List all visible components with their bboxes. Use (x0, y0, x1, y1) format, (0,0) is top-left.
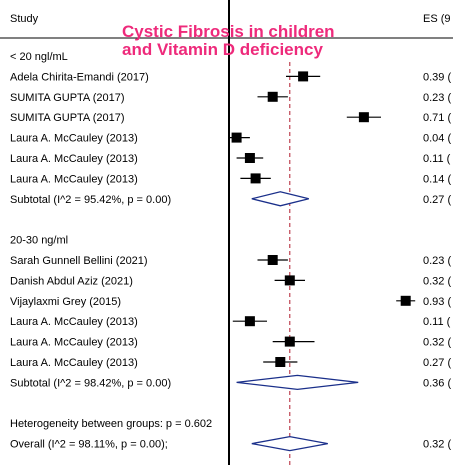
study-marker (284, 336, 295, 347)
overall-label: Overall (I^2 = 98.11%, p = 0.00); (10, 439, 168, 451)
study-marker (275, 357, 286, 367)
study-marker (358, 112, 369, 123)
study-marker (231, 132, 242, 143)
study-marker (284, 275, 295, 286)
effect-size-value: 0.27 ( (423, 357, 451, 369)
study-marker (298, 71, 309, 82)
study-label: Laura A. McCauley (2013) (10, 337, 138, 349)
group-label: < 20 ngl/mL (10, 51, 68, 63)
subtotal-diamond (251, 191, 309, 207)
study-marker (267, 91, 278, 102)
effect-size-value: 0.23 ( (423, 92, 451, 104)
subtotal-label: Subtotal (I^2 = 95.42%, p = 0.00) (10, 194, 171, 206)
effect-size-value: 0.32 ( (423, 275, 451, 287)
subtotal-label: Subtotal (I^2 = 98.42%, p = 0.00) (10, 377, 171, 389)
effect-size-value: 0.36 ( (423, 377, 451, 389)
study-marker (244, 153, 255, 163)
effect-size-value: 0.23 ( (423, 255, 451, 267)
effect-size-value: 0.39 ( (423, 71, 451, 83)
overall-diamond (251, 435, 328, 452)
effect-size-value: 0.14 ( (423, 173, 451, 185)
study-column-header: Study (10, 13, 39, 25)
study-label: SUMITA GUPTA (2017) (10, 92, 125, 104)
effect-size-value: 0.71 ( (423, 112, 451, 124)
study-label: Laura A. McCauley (2013) (10, 173, 138, 185)
study-label: Laura A. McCauley (2013) (10, 153, 138, 165)
group-label: 20-30 ng/ml (10, 235, 68, 247)
heterogeneity-label: Heterogeneity between groups: p = 0.602 (10, 418, 212, 430)
effect-size-value: 0.11 ( (423, 153, 451, 165)
study-label: SUMITA GUPTA (2017) (10, 112, 125, 124)
chart-title-line-1: Cystic Fibrosis in children (122, 22, 335, 41)
study-marker (244, 316, 255, 327)
study-marker (267, 255, 278, 265)
study-label: Laura A. McCauley (2013) (10, 133, 138, 145)
study-label: Adela Chirita-Emandi (2017) (10, 71, 149, 83)
study-marker (400, 295, 411, 306)
study-marker (250, 173, 261, 184)
study-label: Vijaylaxmi Grey (2015) (10, 296, 121, 308)
subtotal-diamond (236, 374, 359, 391)
effect-size-value: 0.04 ( (423, 133, 451, 145)
es-column-header: ES (9 (423, 13, 451, 25)
effect-size-value: 0.27 ( (423, 194, 451, 206)
study-label: Laura A. McCauley (2013) (10, 316, 138, 328)
effect-size-value: 0.32 ( (423, 337, 451, 349)
effect-size-value: 0.11 ( (423, 316, 451, 328)
forest-rows: < 20 ngl/mL Adela Chirita-Emandi (2017) 0.… (10, 51, 451, 452)
study-label: Danish Abdul Aziz (2021) (10, 275, 133, 287)
effect-size-value: 0.93 ( (423, 296, 451, 308)
effect-size-value: 0.32 ( (423, 439, 451, 451)
study-label: Sarah Gunnell Bellini (2021) (10, 255, 148, 267)
study-label: Laura A. McCauley (2013) (10, 357, 138, 369)
chart-title-line-2: and Vitamin D deficiency (122, 40, 323, 59)
